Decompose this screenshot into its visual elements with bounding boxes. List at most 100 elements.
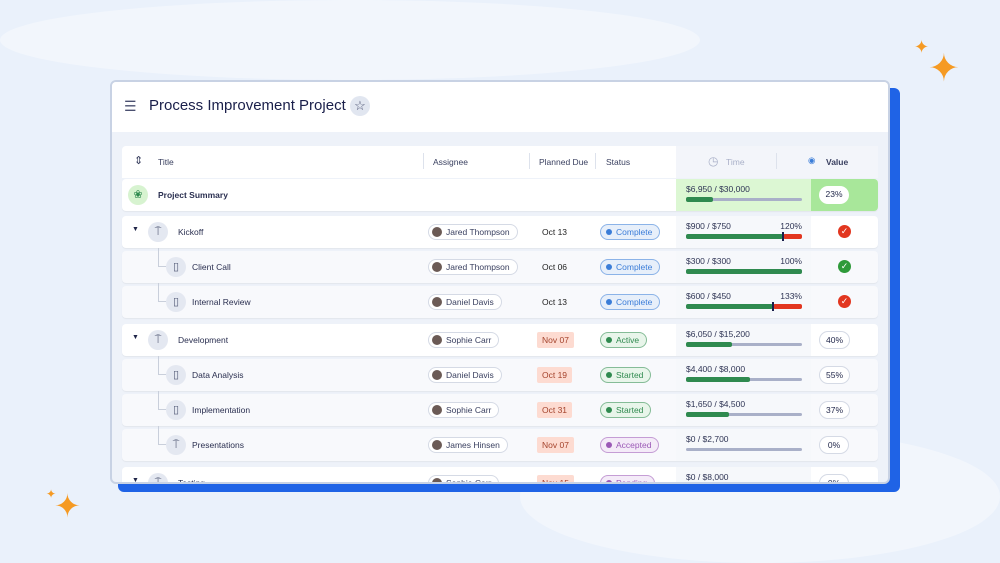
task-name[interactable]: Development — [178, 335, 229, 345]
status-label: Complete — [616, 297, 653, 307]
table-header: ⇕ Title Assignee Planned Due Status ◷ Ti… — [122, 146, 878, 178]
budget-marker — [772, 302, 775, 311]
col-value[interactable]: Value — [826, 157, 849, 167]
assignee-chip[interactable]: Daniel Davis — [428, 294, 502, 310]
check-circle-icon: ✓ — [838, 225, 851, 238]
assignee-name: Sophie Carr — [446, 478, 492, 484]
task-row[interactable]: ▯ Implementation Sophie Carr Oct 31 Started $… — [122, 391, 878, 426]
summary-time-bg — [676, 179, 811, 211]
sort-icon[interactable]: ⇕ — [134, 155, 144, 167]
task-name[interactable]: Presentations — [192, 440, 244, 450]
progress-fill — [686, 342, 733, 347]
title-bar: ☰ Process Improvement Project ☆ — [112, 82, 888, 132]
task-name[interactable]: Internal Review — [192, 297, 251, 307]
time-progress-bar — [686, 232, 802, 241]
status-dot — [606, 299, 612, 305]
due-date[interactable]: Nov 07 — [537, 437, 574, 453]
signpost-icon: ⍑ — [148, 222, 168, 242]
col-time[interactable]: Time — [726, 157, 745, 167]
time-cell — [676, 216, 811, 248]
column-divider — [776, 153, 777, 169]
due-date[interactable]: Nov 15 — [537, 475, 574, 482]
task-name[interactable]: Data Analysis — [192, 370, 244, 380]
assignee-chip[interactable]: Sophie Carr — [428, 475, 500, 484]
progress-fill — [686, 269, 802, 274]
task-row[interactable]: ▯ Data Analysis Daniel Davis Oct 19 Started $… — [122, 356, 878, 391]
status-dot — [606, 372, 612, 378]
status-label: Accepted — [616, 440, 652, 450]
signpost-icon: ⍑ — [148, 330, 168, 350]
due-date[interactable]: Oct 13 — [542, 227, 568, 237]
assignee-chip[interactable]: Jared Thompson — [428, 259, 518, 275]
assignee-name: Sophie Carr — [446, 405, 492, 415]
time-amount: $6,050 / $15,200 — [686, 329, 750, 339]
col-assignee[interactable]: Assignee — [433, 157, 468, 167]
page-title: Process Improvement Project — [149, 97, 346, 114]
clock-icon: ◷ — [708, 154, 719, 168]
task-name[interactable]: Testing — [178, 478, 205, 484]
task-row[interactable]: ⍑ Presentations James Hinsen Nov 07 Accepted… — [122, 426, 878, 461]
clipboard-icon: ▯ — [166, 365, 186, 385]
summary-value-badge: 23% — [819, 186, 849, 204]
time-progress-bar — [686, 412, 802, 417]
task-row[interactable]: ▯ Client Call Jared Thompson Oct 06 Complete… — [122, 248, 878, 283]
assignee-chip[interactable]: Sophie Carr — [428, 332, 500, 348]
status-label: Pending — [616, 478, 648, 484]
time-cell — [676, 251, 811, 283]
col-status[interactable]: Status — [606, 157, 631, 167]
task-name[interactable]: Implementation — [192, 405, 251, 415]
budget-marker — [781, 232, 784, 241]
sparkle-icon: ✦ — [914, 37, 930, 57]
due-date[interactable]: Nov 07 — [537, 332, 574, 348]
task-row[interactable]: ▼ ⍑ Development Sophie Carr Nov 07 Active $6,0… — [122, 324, 878, 356]
status-dot — [606, 337, 612, 343]
task-row[interactable]: ▼ ⍑ Testing Sophie Carr Nov 15 Pending $0 / $8… — [122, 467, 878, 484]
collapse-caret-icon[interactable]: ▼ — [132, 477, 139, 484]
assignee-chip[interactable]: Jared Thompson — [428, 224, 518, 240]
col-planned-due[interactable]: Planned Due — [539, 157, 589, 167]
time-amount: $300 / $300 — [686, 256, 731, 266]
task-row[interactable]: ▯ Internal Review Daniel Davis Oct 13 Comple… — [122, 283, 878, 318]
progress-fill — [686, 197, 713, 202]
status-dot — [606, 264, 612, 270]
project-summary-row[interactable]: ❀ Project Summary $6,950 / $30,000 23% — [122, 179, 878, 211]
signpost-icon: ⍑ — [166, 435, 186, 455]
avatar — [432, 262, 442, 272]
task-row[interactable]: ▼ ⍑ Kickoff Jared Thompson Oct 13 Complete $90… — [122, 216, 878, 248]
overrun-fill — [773, 304, 802, 309]
assignee-chip[interactable]: Sophie Carr — [428, 402, 500, 418]
status-badge[interactable]: Started — [600, 367, 652, 383]
status-badge[interactable]: Complete — [600, 259, 661, 275]
progress-fill — [686, 412, 729, 417]
sparkle-icon: ✦ — [928, 48, 960, 90]
status-badge[interactable]: Accepted — [600, 437, 660, 453]
assignee-chip[interactable]: James Hinsen — [428, 437, 508, 453]
star-icon[interactable]: ☆ — [350, 96, 370, 116]
avatar — [432, 370, 442, 380]
status-dot — [606, 407, 612, 413]
due-date[interactable]: Oct 19 — [537, 367, 573, 383]
task-name[interactable]: Client Call — [192, 262, 231, 272]
time-amount: $0 / $2,700 — [686, 434, 729, 444]
collapse-caret-icon[interactable]: ▼ — [132, 334, 139, 341]
status-badge[interactable]: Complete — [600, 224, 661, 240]
assignee-chip[interactable]: Daniel Davis — [428, 367, 502, 383]
due-date[interactable]: Oct 31 — [537, 402, 573, 418]
status-label: Started — [616, 405, 644, 415]
collapse-caret-icon[interactable]: ▼ — [132, 226, 139, 233]
status-badge[interactable]: Pending — [600, 475, 656, 484]
tree-line — [158, 248, 166, 267]
check-circle-icon: ✓ — [838, 260, 851, 273]
time-cell — [676, 429, 811, 461]
col-title[interactable]: Title — [158, 157, 174, 167]
gantt-menu-icon[interactable]: ☰ — [124, 98, 137, 114]
status-badge[interactable]: Started — [600, 402, 652, 418]
status-badge[interactable]: Active — [600, 332, 648, 348]
due-date[interactable]: Oct 13 — [542, 297, 568, 307]
due-date[interactable]: Oct 06 — [542, 262, 568, 272]
task-name[interactable]: Kickoff — [178, 227, 204, 237]
progress-fill — [686, 234, 783, 239]
status-badge[interactable]: Complete — [600, 294, 661, 310]
progress-fill — [686, 304, 774, 309]
time-cell — [676, 286, 811, 318]
